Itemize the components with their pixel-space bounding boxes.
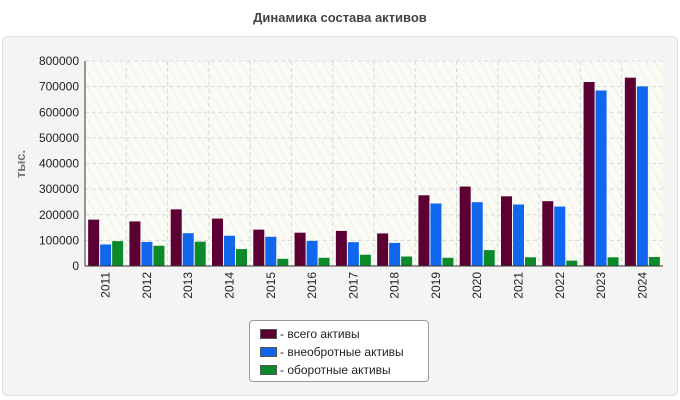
x-tick-label: 2020: [470, 272, 484, 299]
x-tick-labels: 2011 2012 2013 2014 2015 2016 2017 2018 2019 2020…: [99, 272, 650, 299]
bar-2015-series-1: [265, 236, 277, 266]
bar-2022-series-0: [542, 201, 554, 266]
x-tick-label: 2012: [140, 272, 154, 299]
bar-2023-series-2: [607, 257, 619, 266]
legend-swatch-total-assets: [260, 329, 277, 339]
grid-lines: [85, 60, 663, 266]
bar-2011-series-0: [88, 219, 100, 266]
bar-2023-series-1: [595, 90, 607, 266]
legend-swatch-noncurrent-assets: [260, 347, 277, 357]
y-tick-label: 600000: [39, 105, 79, 119]
legend-label-current-assets: - оборотные активы: [280, 363, 391, 377]
bar-2022-series-2: [566, 260, 578, 266]
y-tick-label: 0: [72, 259, 79, 273]
bar-2019-series-2: [442, 257, 454, 266]
y-tick-label: 800000: [39, 54, 79, 68]
x-tick-label: 2014: [223, 272, 237, 299]
legend-item-total-assets: - всего активы: [260, 325, 428, 343]
bar-2014-series-0: [212, 218, 223, 266]
bar-2012-series-1: [141, 241, 153, 266]
bar-2016-series-1: [306, 240, 318, 266]
bar-2018-series-1: [389, 242, 401, 266]
bar-2017-series-2: [359, 254, 371, 266]
bar-2020-series-0: [459, 186, 471, 266]
bar-2021-series-0: [501, 196, 512, 266]
legend-label-total-assets: - всего активы: [280, 327, 360, 341]
x-tick-label: 2013: [181, 272, 195, 299]
x-tick-label: 2023: [594, 272, 608, 299]
bar-2021-series-1: [513, 204, 524, 266]
y-tick-label: 200000: [39, 208, 79, 222]
y-axis-label: тыс.: [13, 150, 28, 178]
chart-title: Динамика состава активов: [253, 10, 427, 25]
y-tick-label: 700000: [39, 80, 79, 94]
bar-2012-series-0: [129, 221, 141, 266]
bar-2018-series-2: [401, 256, 413, 266]
bar-2022-series-1: [554, 206, 566, 266]
y-tick-labels: 0 100000 200000 300000 400000 500000 600000 700…: [39, 54, 79, 273]
bar-2020-series-1: [471, 202, 483, 266]
bar-2016-series-0: [294, 232, 306, 266]
bar-2018-series-0: [377, 233, 389, 266]
y-tick-label: 500000: [39, 131, 79, 145]
bar-2020-series-2: [483, 250, 495, 266]
legend-label-noncurrent-assets: - внеобротные активы: [280, 345, 404, 359]
x-tick-label: 2018: [388, 272, 402, 299]
x-tick-label: 2015: [264, 272, 278, 299]
bar-2015-series-2: [277, 258, 289, 266]
y-tick-label: 100000: [39, 233, 79, 247]
bar-2019-series-0: [418, 195, 430, 266]
bar-2017-series-0: [335, 230, 347, 266]
bar-2013-series-1: [182, 233, 194, 266]
x-tick-label: 2024: [635, 272, 649, 299]
bar-2012-series-2: [153, 245, 165, 266]
bar-2024-series-1: [636, 86, 648, 267]
legend-swatch-current-assets: [260, 365, 277, 375]
bar-2024-series-0: [624, 77, 636, 266]
bar-2019-series-1: [430, 203, 442, 266]
bar-2013-series-2: [194, 241, 206, 266]
x-tick-label: 2017: [346, 272, 360, 299]
y-tick-label: 300000: [39, 182, 79, 196]
bar-2011-series-2: [112, 241, 124, 266]
x-tick-label: 2011: [99, 272, 113, 298]
y-tick-label: 400000: [39, 157, 79, 171]
bar-2023-series-0: [583, 82, 595, 266]
bar-2011-series-1: [100, 244, 112, 266]
x-tick-label: 2019: [429, 272, 443, 299]
bar-2015-series-0: [253, 229, 265, 266]
bar-2017-series-1: [347, 242, 359, 266]
bar-2013-series-0: [170, 209, 182, 266]
bar-2024-series-2: [648, 257, 660, 266]
bars: [88, 77, 660, 267]
bar-2016-series-2: [318, 257, 330, 266]
bar-2014-series-2: [236, 249, 247, 266]
legend-item-noncurrent-assets: - внеобротные активы: [260, 343, 428, 361]
legend: - всего активы - внеобротные активы - об…: [249, 320, 429, 382]
x-tick-label: 2016: [305, 272, 319, 299]
x-tick-label: 2022: [553, 272, 567, 299]
x-tick-label: 2021: [512, 272, 526, 299]
legend-item-current-assets: - оборотные активы: [260, 361, 428, 379]
bar-2014-series-1: [224, 235, 235, 266]
bar-2021-series-2: [525, 257, 536, 266]
